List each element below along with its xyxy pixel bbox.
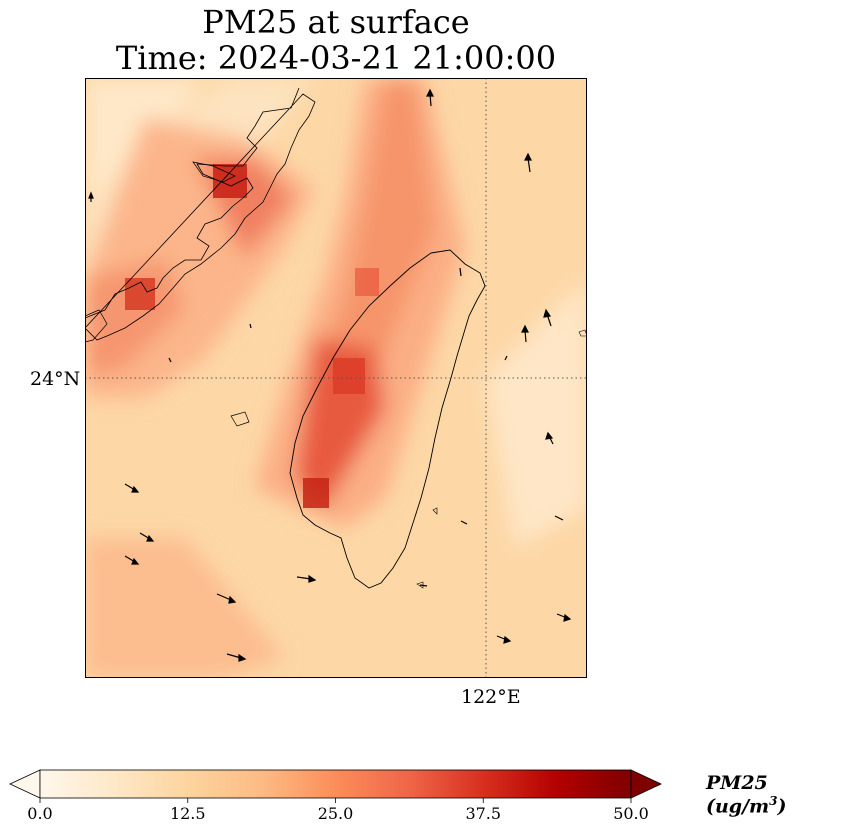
wind-arrow-head bbox=[146, 534, 155, 542]
colorbar-label-exponent: 3 bbox=[769, 794, 778, 808]
hot-cell-1 bbox=[213, 164, 247, 198]
map-title-line1: PM25 at surface bbox=[202, 3, 470, 41]
pm25-map bbox=[85, 78, 587, 678]
wind-arrow-head bbox=[426, 88, 434, 97]
hot-cell-4 bbox=[303, 478, 329, 508]
wind-arrow-head bbox=[545, 431, 554, 440]
wind-arrow bbox=[249, 323, 252, 329]
wind-arrow bbox=[460, 520, 468, 525]
wind-arrow-head bbox=[228, 595, 237, 604]
wind-arrow-head bbox=[131, 557, 140, 565]
plume-southwest bbox=[85, 538, 285, 678]
colorbar-label-main: PM25 (ug/m bbox=[706, 772, 770, 818]
wind-arrow bbox=[216, 593, 232, 601]
wind-arrow-head bbox=[524, 152, 532, 161]
map-title-line2: Time: 2024-03-21 21:00:00 bbox=[115, 39, 557, 77]
wind-arrow-head bbox=[238, 653, 247, 662]
wind-arrow-head bbox=[503, 635, 512, 644]
wind-arrow bbox=[168, 357, 172, 363]
wind-arrow-head bbox=[131, 485, 140, 493]
wind-arrow-head bbox=[543, 308, 552, 318]
colorbar-gradient bbox=[39, 769, 632, 799]
colorbar-label: PM25 (ug/m3) bbox=[706, 772, 843, 817]
fujian-islands bbox=[85, 161, 250, 427]
lon-tick-label: 122°E bbox=[461, 686, 521, 708]
colorbar-extend-low bbox=[9, 769, 41, 799]
colorbar-tick-label: 0.0 bbox=[27, 804, 53, 823]
colorbar-label-close: ) bbox=[777, 795, 787, 818]
low-pm-belt-east bbox=[485, 278, 587, 548]
colorbar-tick-label: 25.0 bbox=[317, 804, 354, 823]
taiwan-coastline bbox=[289, 249, 486, 589]
colorbar-tick-label: 12.5 bbox=[169, 804, 206, 823]
fujian-coastline bbox=[85, 87, 316, 341]
hot-cell-5 bbox=[355, 268, 379, 296]
plume-fujian-south bbox=[85, 258, 185, 378]
hot-cell-3 bbox=[333, 358, 365, 394]
wind-arrow bbox=[419, 584, 428, 587]
wind-arrow-head bbox=[563, 613, 572, 622]
map-border bbox=[85, 78, 587, 678]
wind-arrow bbox=[459, 267, 462, 277]
wind-arrow-head bbox=[308, 574, 317, 583]
wind-arrow-head bbox=[88, 191, 94, 199]
wind-vectors bbox=[88, 88, 572, 662]
lat-tick-label: 24°N bbox=[30, 368, 81, 390]
wind-arrow bbox=[504, 355, 508, 361]
hot-cell-2 bbox=[125, 278, 155, 310]
colorbar-extend-high bbox=[630, 769, 662, 799]
colorbar bbox=[9, 769, 662, 803]
colorbar-tick-label: 37.5 bbox=[465, 804, 502, 823]
wind-arrow-head bbox=[521, 324, 529, 333]
colorbar-tick-label: 50.0 bbox=[613, 804, 649, 823]
wind-arrow bbox=[554, 515, 564, 521]
